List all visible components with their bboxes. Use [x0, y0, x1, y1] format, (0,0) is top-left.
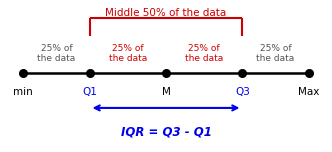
Text: Q1: Q1	[82, 87, 97, 97]
Text: 25% of
the data: 25% of the data	[109, 44, 147, 63]
Text: Max: Max	[298, 87, 319, 97]
Text: 25% of
the data: 25% of the data	[37, 44, 76, 63]
Text: Q3: Q3	[235, 87, 250, 97]
Text: 25% of
the data: 25% of the data	[256, 44, 295, 63]
Text: IQR = Q3 - Q1: IQR = Q3 - Q1	[121, 126, 211, 139]
Text: 25% of
the data: 25% of the data	[185, 44, 223, 63]
Text: min: min	[13, 87, 33, 97]
Text: Middle 50% of the data: Middle 50% of the data	[105, 8, 227, 18]
Text: M: M	[162, 87, 170, 97]
